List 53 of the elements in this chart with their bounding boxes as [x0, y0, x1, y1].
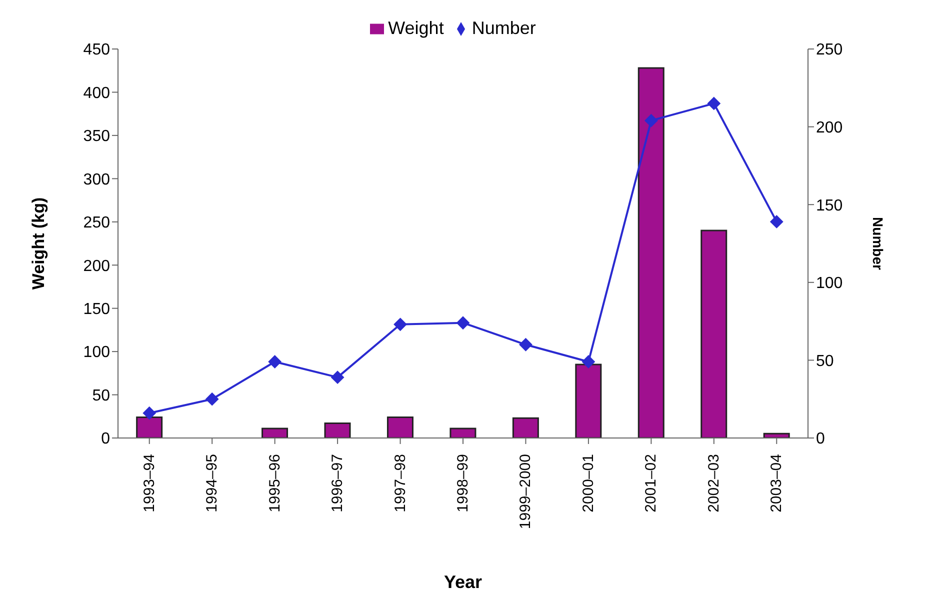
- y2-tick-label: 50: [816, 352, 834, 370]
- y-tick-label: 150: [83, 301, 110, 318]
- point: [707, 96, 720, 110]
- y-axis-title: Weight (kg): [29, 197, 48, 290]
- point: [394, 318, 407, 331]
- y2-tick-label: 100: [816, 275, 843, 292]
- point: [268, 355, 282, 368]
- y-tick-label: 300: [83, 171, 110, 188]
- y-tick-label: 250: [83, 214, 110, 232]
- point: [519, 338, 532, 352]
- y-tick-label: 50: [92, 387, 110, 404]
- x-tick-label: 1995–96: [266, 454, 284, 512]
- y-tick-label: 0: [101, 430, 110, 448]
- point: [206, 392, 219, 406]
- y2-axis-title: Number: [870, 217, 886, 270]
- x-tick-label: 1993–94: [140, 454, 158, 512]
- bar: [763, 432, 790, 438]
- x-tick-label: 2003–04: [768, 454, 786, 512]
- x-axis-title: Year: [444, 572, 482, 592]
- y-tick-label: 450: [83, 42, 110, 59]
- bar: [700, 230, 728, 438]
- legend-label: Number: [472, 18, 536, 38]
- y2-tick-label: 0: [816, 430, 825, 448]
- bar: [575, 364, 602, 438]
- point: [456, 316, 470, 330]
- x-tick-label: 1998–99: [454, 454, 472, 512]
- x-tick-label: 1997–98: [392, 454, 409, 512]
- x-tick-label: 2000–01: [580, 454, 597, 512]
- bar: [324, 422, 351, 438]
- legend-label: Weight: [388, 18, 444, 38]
- bar: [512, 417, 539, 438]
- x-tick-label: 1996–97: [329, 454, 346, 512]
- point: [770, 215, 784, 228]
- y2-tick-label: 150: [816, 197, 843, 214]
- point: [142, 406, 156, 420]
- y2-tick-label: 250: [816, 42, 843, 59]
- bar: [386, 416, 414, 438]
- point: [644, 114, 658, 128]
- bar: [638, 67, 664, 438]
- bar: [262, 428, 288, 438]
- y2-tick-label: 200: [816, 119, 843, 136]
- x-tick-label: 1999–2000: [517, 454, 534, 530]
- bar: [450, 428, 476, 438]
- point: [582, 355, 595, 368]
- x-tick-label: 2001–02: [642, 454, 660, 512]
- x-tick-label: 2002–03: [705, 454, 722, 512]
- y-tick-label: 400: [83, 84, 110, 102]
- x-tick-label: 1994–95: [204, 454, 221, 512]
- y-tick-label: 200: [83, 258, 110, 275]
- bar: [136, 416, 163, 438]
- y-tick-label: 100: [83, 344, 110, 362]
- y-tick-label: 350: [83, 128, 110, 146]
- point: [331, 370, 344, 384]
